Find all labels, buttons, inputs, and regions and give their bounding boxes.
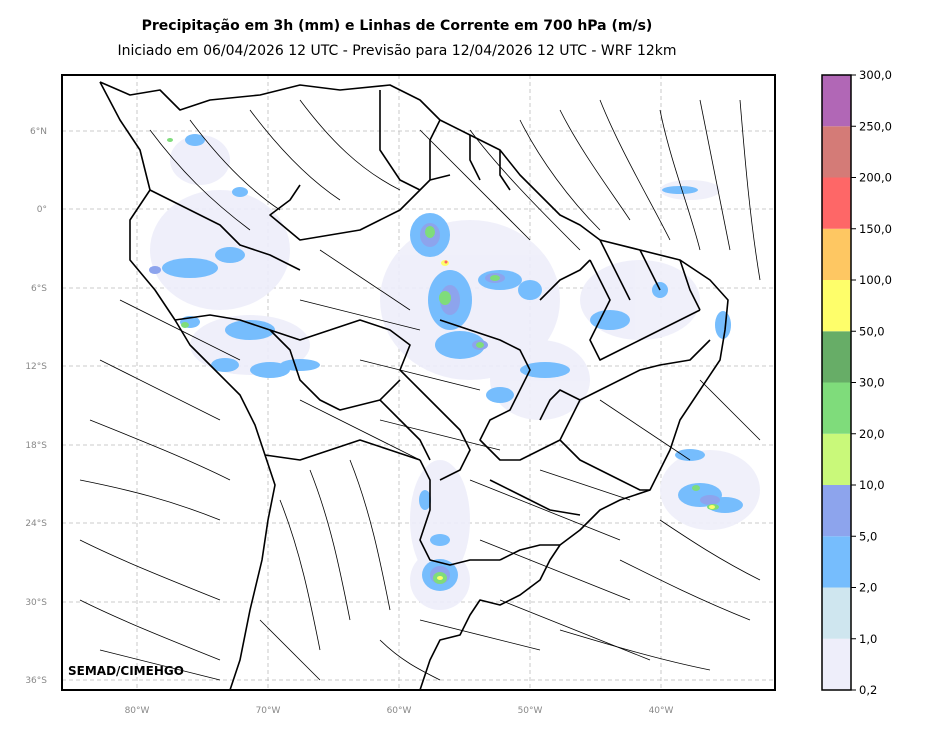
lat-tick-label: 24°S [25, 519, 47, 529]
colorbar-swatch [822, 382, 851, 434]
lat-tick-labels: 6°N 0° 6°S 12°S 18°S 24°S 30°S 36°S [25, 127, 47, 686]
lon-tick-label: 50°W [518, 706, 543, 716]
map-credit: SEMAD/CIMEHGO [68, 664, 184, 678]
colorbar-swatch [822, 433, 851, 485]
colorbar-label: 50,0 [859, 324, 885, 338]
colorbar-label: 0,2 [859, 683, 877, 697]
colorbar-label: 150,0 [859, 222, 892, 236]
colorbar-swatch [822, 177, 851, 229]
colorbar: 0,2 1,0 2,0 5,0 10,0 20,0 30,0 50,0 100,0 150,0 20… [821, 68, 892, 697]
colorbar-swatch [822, 126, 851, 178]
lon-tick-label: 60°W [387, 706, 412, 716]
streamlines [79, 99, 761, 681]
colorbar-swatch [822, 587, 851, 639]
map-frame [61, 74, 776, 691]
colorbar-label: 30,0 [859, 376, 885, 390]
colorbar-label: 100,0 [859, 273, 892, 287]
lat-tick-label: 18°S [25, 441, 47, 451]
colorbar-label: 2,0 [859, 581, 877, 595]
colorbar-label: 250,0 [859, 119, 892, 133]
lat-tick-label: 6°N [30, 127, 47, 137]
colorbar-swatch [822, 280, 851, 332]
colorbar-swatch [822, 485, 851, 537]
colorbar-label: 300,0 [859, 68, 892, 82]
precipitation-field [149, 134, 760, 610]
lat-tick-label: 6°S [31, 284, 47, 294]
colorbar-label: 5,0 [859, 529, 877, 543]
colorbar-label: 10,0 [859, 478, 885, 492]
colorbar-swatch [822, 331, 851, 383]
colorbar-swatch [822, 75, 851, 127]
colorbar-swatch [822, 638, 851, 690]
lat-tick-label: 0° [37, 205, 47, 215]
lon-tick-label: 70°W [256, 706, 281, 716]
lon-tick-labels: 80°W 70°W 60°W 50°W 40°W [125, 706, 674, 716]
colorbar-label: 20,0 [859, 427, 885, 441]
political-borders [99, 81, 729, 690]
colorbar-swatch [822, 536, 851, 588]
lon-tick-label: 80°W [125, 706, 150, 716]
colorbar-swatch [822, 228, 851, 280]
map-area: SEMAD/CIMEHGO [62, 75, 775, 690]
lat-tick-label: 36°S [25, 676, 47, 686]
lon-tick-label: 40°W [649, 706, 674, 716]
colorbar-label: 1,0 [859, 632, 877, 646]
map-title: Precipitação em 3h (mm) e Linhas de Corr… [141, 18, 653, 34]
map-subtitle: Iniciado em 06/04/2026 12 UTC - Previsão… [117, 43, 677, 59]
lat-tick-label: 30°S [25, 598, 47, 608]
colorbar-label: 200,0 [859, 171, 892, 185]
lat-tick-label: 12°S [25, 362, 47, 372]
